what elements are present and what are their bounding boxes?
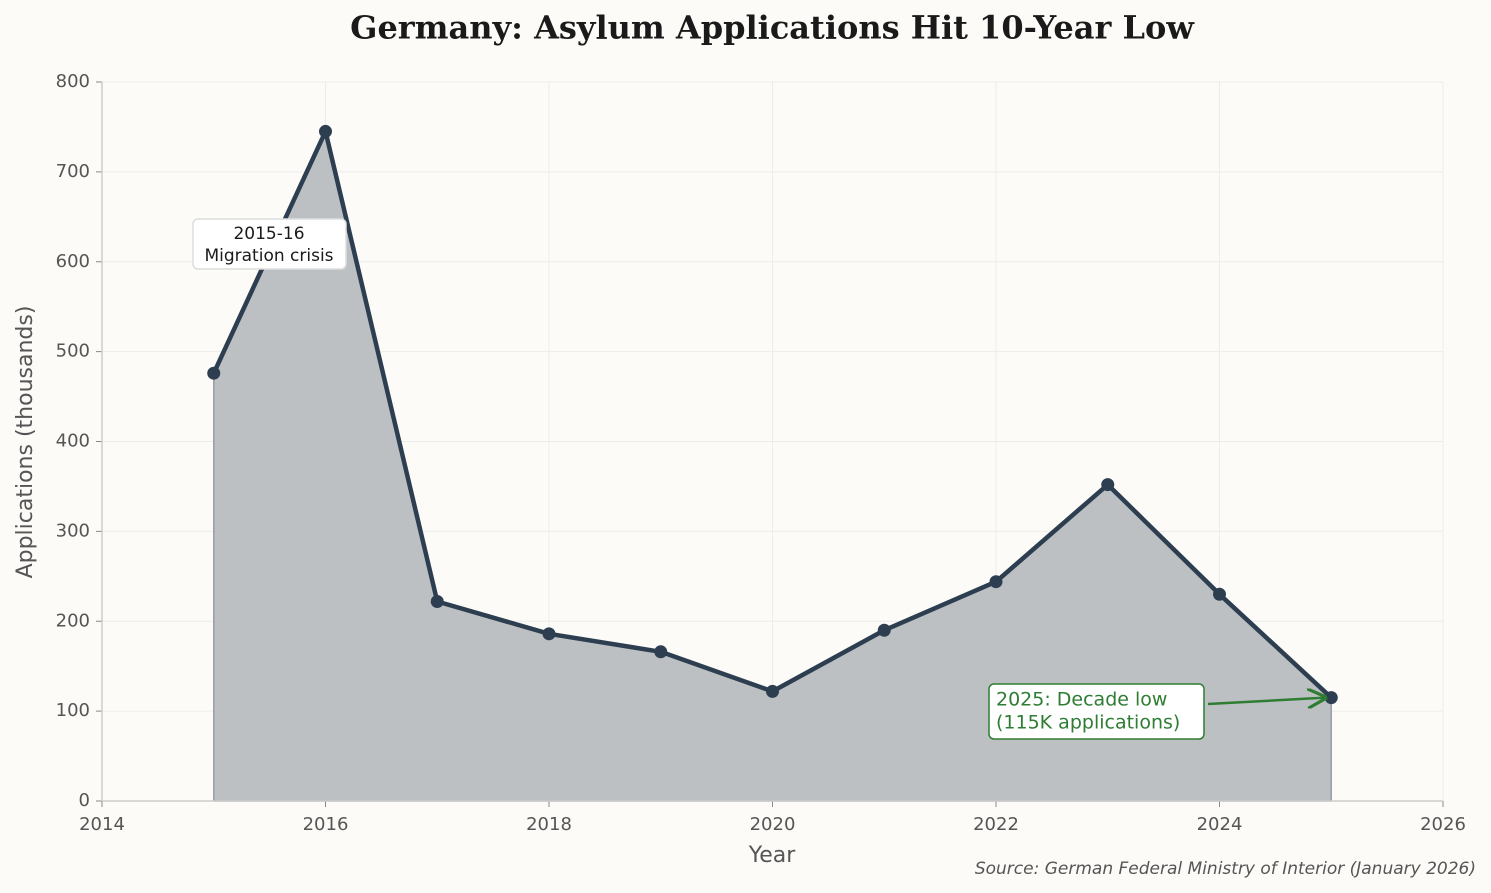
y-tick-label: 700: [56, 161, 90, 182]
annotation-box: [988, 683, 1205, 740]
x-tick-label: 2026: [1420, 814, 1466, 835]
annotation-text: 2025: Decade low: [996, 689, 1167, 711]
x-tick-label: 2014: [79, 814, 125, 835]
y-axis-label: Applications (thousands): [13, 306, 38, 579]
x-axis-label: Year: [748, 843, 797, 868]
point: [989, 575, 1003, 589]
source-note: Source: German Federal Ministry of Inter…: [975, 859, 1476, 879]
annotation-box: [192, 218, 347, 270]
y-tick-label: 0: [79, 790, 90, 811]
annotation-text: Migration crisis: [204, 246, 333, 266]
x-tick-label: 2020: [750, 814, 796, 835]
point: [1324, 691, 1338, 705]
annotation-text: 2015-16: [233, 224, 304, 244]
annotation-arrow: [1207, 698, 1325, 704]
x-tick-label: 2018: [526, 814, 572, 835]
y-tick-label: 500: [56, 341, 90, 362]
annotation-text: (115K applications): [996, 712, 1180, 734]
y-tick-label: 300: [56, 520, 90, 541]
point: [430, 594, 444, 608]
chart-title: Germany: Asylum Applications Hit 10-Year…: [350, 9, 1195, 47]
point: [319, 124, 332, 138]
point: [877, 623, 891, 637]
x-tick-label: 2016: [303, 814, 349, 835]
x-tick-label: 2022: [973, 814, 1019, 835]
y-tick-label: 400: [56, 431, 90, 452]
point: [207, 366, 221, 380]
x-tick-label: 2024: [1197, 814, 1243, 835]
y-tick-label: 600: [56, 251, 90, 272]
point: [542, 627, 556, 641]
y-tick-label: 100: [56, 700, 90, 721]
point: [1213, 587, 1226, 601]
y-tick-label: 200: [56, 610, 90, 631]
point: [1101, 478, 1115, 492]
y-tick-label: 800: [56, 71, 90, 92]
point: [766, 684, 779, 698]
point: [654, 645, 668, 659]
